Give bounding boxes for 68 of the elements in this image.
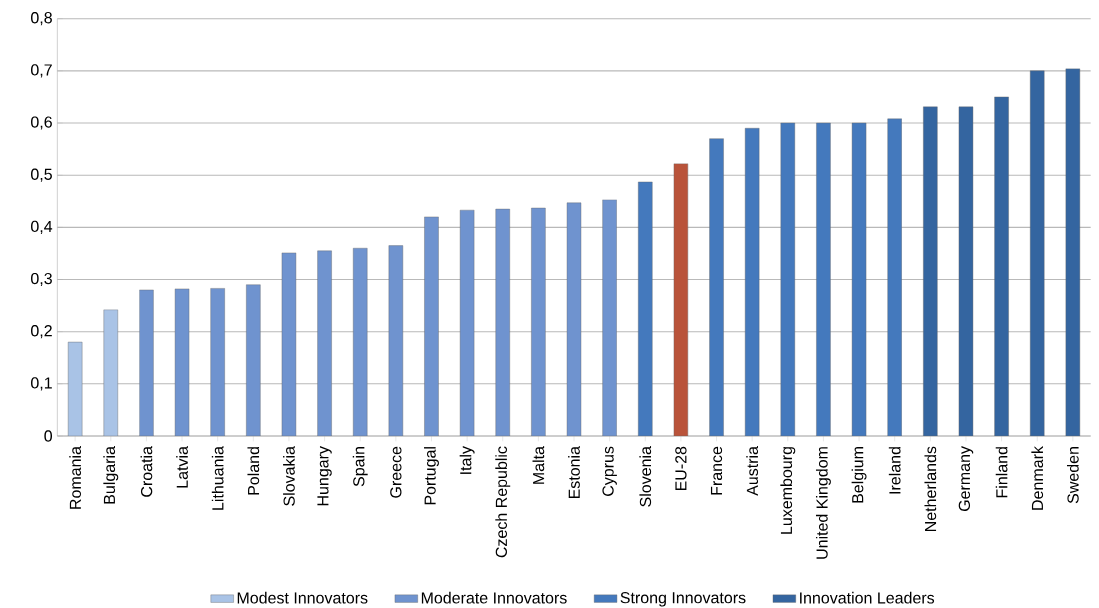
bar bbox=[923, 106, 938, 436]
y-tick-label: 0 bbox=[44, 430, 53, 442]
legend-label: Modest Innovators bbox=[237, 591, 368, 604]
bar bbox=[566, 202, 582, 436]
x-tick-label: Spain bbox=[352, 447, 368, 487]
x-tick-label: Slovakia bbox=[283, 446, 295, 506]
bar bbox=[459, 209, 475, 436]
legend-label: Moderate Innovators bbox=[421, 591, 567, 604]
x-tick-label: Greece bbox=[390, 446, 402, 498]
bar bbox=[780, 122, 795, 436]
x-tick-label: Belgium bbox=[851, 447, 867, 503]
x-tick-label: Estonia bbox=[568, 446, 580, 499]
x-tick-label: Romania bbox=[69, 446, 82, 509]
bar bbox=[246, 284, 261, 436]
x-tick-label: Poland bbox=[247, 447, 260, 495]
bar bbox=[531, 207, 546, 436]
x-tick-label: France bbox=[710, 446, 723, 495]
bar bbox=[994, 96, 1009, 436]
bar bbox=[103, 309, 118, 436]
x-tick-label: Croatia bbox=[140, 446, 153, 497]
bar bbox=[638, 181, 653, 436]
bar bbox=[317, 250, 332, 436]
y-tick-label: 0,5 bbox=[31, 168, 52, 182]
bar bbox=[139, 289, 154, 436]
bar bbox=[816, 122, 831, 436]
bar bbox=[709, 138, 724, 436]
x-tick-label: Ireland bbox=[888, 447, 901, 494]
x-tick-label: Finland bbox=[995, 447, 1008, 498]
x-tick-label: Portugal bbox=[424, 447, 439, 505]
x-tick-label: Cyprus bbox=[602, 446, 617, 496]
y-tick-label: 0,8 bbox=[31, 12, 52, 26]
x-tick-label: EU-28 bbox=[675, 446, 687, 491]
bar bbox=[602, 199, 617, 436]
x-tick-label: Germany bbox=[958, 446, 974, 512]
y-tick-label: 0,3 bbox=[31, 272, 52, 287]
bar bbox=[174, 288, 190, 436]
x-tick-label: Luxembourg bbox=[780, 447, 796, 534]
bar bbox=[744, 128, 760, 436]
x-tick-label: Latvia bbox=[176, 446, 188, 488]
bar bbox=[281, 252, 297, 436]
y-tick-label: 0,1 bbox=[31, 377, 52, 391]
x-tick-label: Denmark bbox=[1031, 446, 1044, 510]
x-tick-label: Italy bbox=[459, 446, 475, 474]
bar bbox=[424, 216, 439, 436]
legend-label: Strong Innovators bbox=[620, 592, 746, 607]
bar bbox=[495, 208, 510, 436]
x-tick-label: Slovenia bbox=[639, 446, 652, 507]
legend-label: Innovation Leaders bbox=[800, 591, 935, 604]
bar bbox=[887, 118, 902, 436]
bar bbox=[353, 248, 368, 436]
x-tick-label: Hungary bbox=[317, 446, 332, 506]
x-tick-label: Bulgaria bbox=[103, 446, 119, 504]
bar bbox=[1030, 70, 1045, 436]
x-tick-label: Netherlands bbox=[924, 446, 937, 531]
y-tick-label: 0,6 bbox=[31, 116, 52, 130]
y-tick-label: 0,4 bbox=[31, 220, 53, 234]
x-tick-label: Malta bbox=[532, 446, 545, 484]
x-tick-label: Austria bbox=[746, 446, 759, 496]
bar bbox=[210, 288, 225, 436]
x-tick-label: Lithuania bbox=[211, 446, 224, 510]
bar bbox=[388, 245, 404, 436]
x-tick-label: Sweden bbox=[1066, 447, 1079, 504]
bar bbox=[67, 341, 83, 436]
y-tick-label: 0,7 bbox=[31, 64, 52, 78]
x-tick-label: Czech Republic bbox=[495, 446, 511, 558]
x-tick-label: United Kingdom bbox=[815, 447, 831, 559]
y-tick-label: 0,2 bbox=[31, 325, 52, 339]
bar bbox=[851, 122, 867, 436]
